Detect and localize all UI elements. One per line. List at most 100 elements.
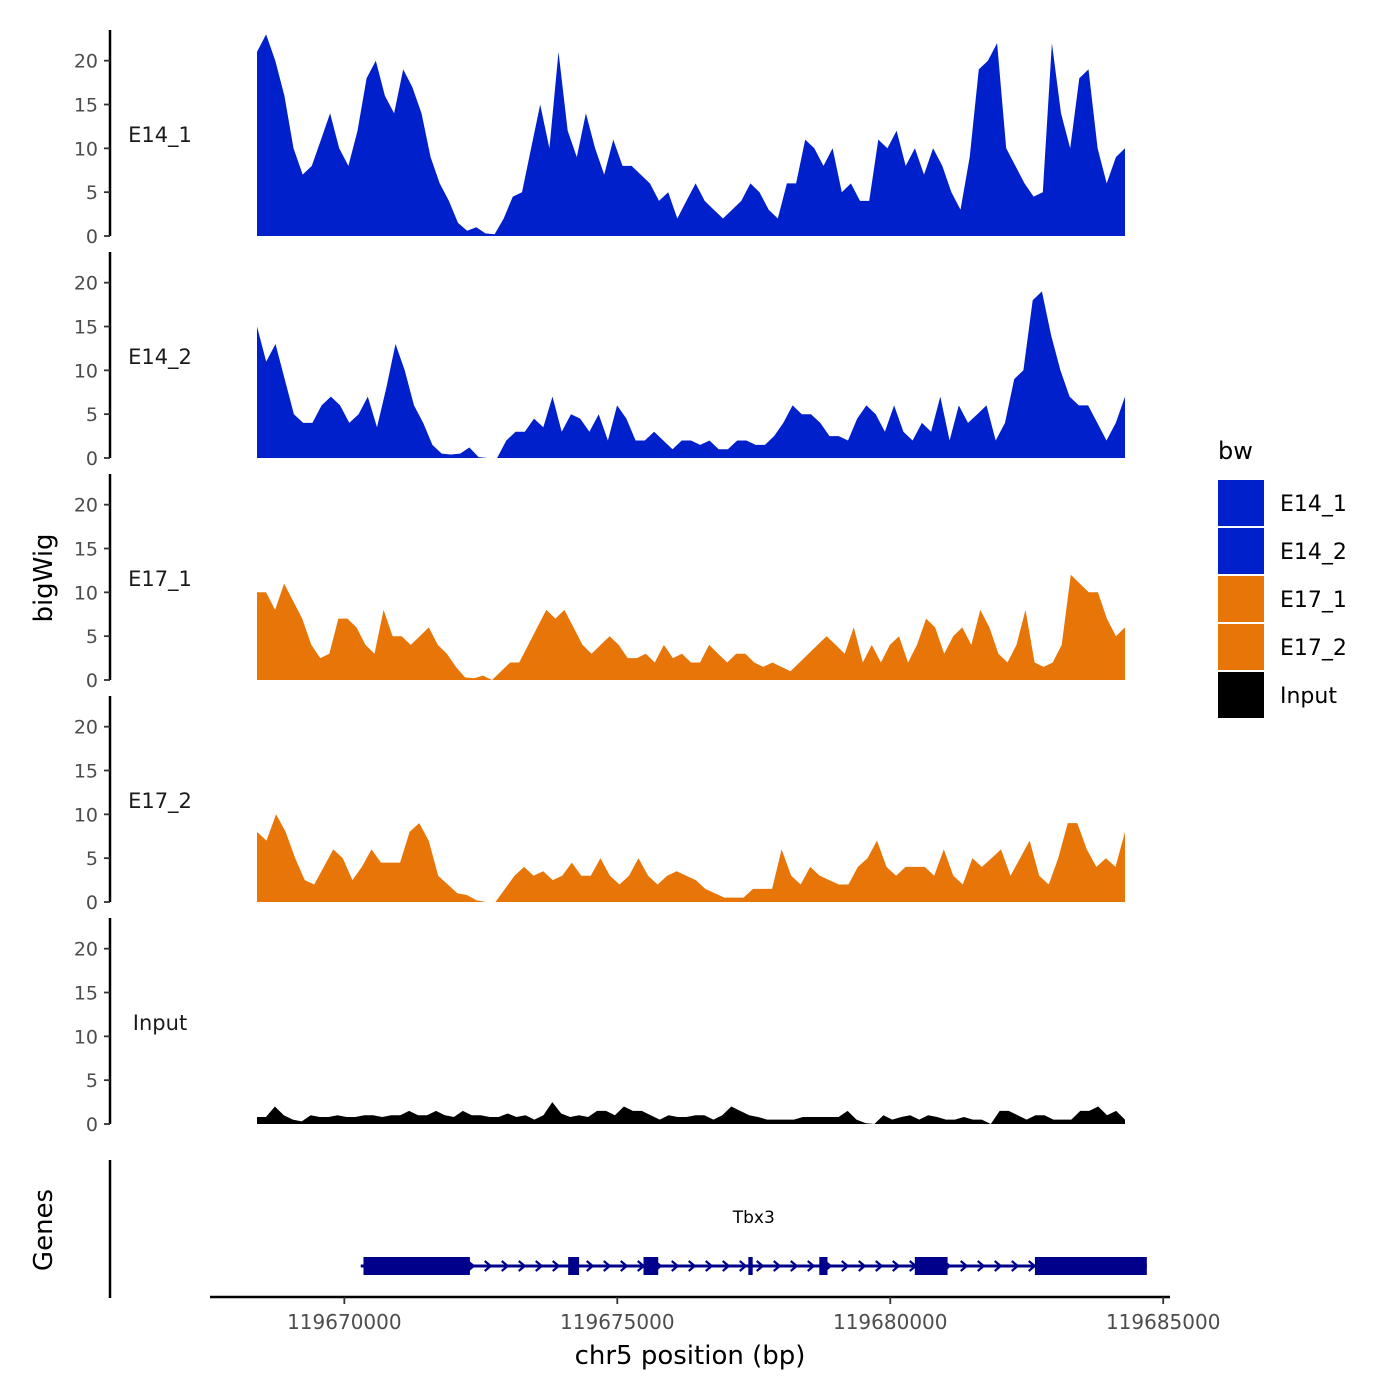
x-tick-label: 119685000 bbox=[1106, 1310, 1221, 1334]
strand-arrow bbox=[688, 1260, 697, 1272]
strand-arrow bbox=[586, 1260, 595, 1272]
strand-arrow bbox=[1028, 1260, 1037, 1272]
strand-arrow bbox=[603, 1260, 612, 1272]
y-tick-label: 20 bbox=[74, 51, 98, 73]
legend-entry-input: Input bbox=[1218, 672, 1337, 718]
track-e14-1: 0 5 10 15 20 E14_1 bbox=[74, 30, 1125, 248]
signal-tracks: 05101520E14_105101520E14_205101520E17_10… bbox=[74, 30, 1125, 1136]
gene-exon bbox=[568, 1257, 580, 1275]
y-tick-label: 20 bbox=[74, 717, 98, 739]
legend-label: E14_1 bbox=[1280, 492, 1347, 517]
track-e14-2: 0 5 10 15 20 E14_2 bbox=[74, 252, 1125, 470]
strand-arrow bbox=[807, 1260, 816, 1272]
track-e17-1: 0 5 10 15 20 E17_1 bbox=[74, 474, 1125, 692]
strand-arrow bbox=[705, 1260, 714, 1272]
y-tick-label: 10 bbox=[74, 1026, 98, 1048]
legend-entry-e14-2: E14_2 bbox=[1218, 528, 1347, 574]
legend-label: Input bbox=[1280, 684, 1337, 709]
strand-arrow bbox=[858, 1260, 867, 1272]
strand-arrow bbox=[535, 1260, 544, 1272]
strand-arrow bbox=[773, 1260, 782, 1272]
y-tick-label: 15 bbox=[74, 539, 98, 561]
x-axis: 119670000 119675000 119680000 119685000 bbox=[210, 1295, 1221, 1334]
y-tick-label: 0 bbox=[86, 226, 98, 248]
signal-area bbox=[257, 814, 1125, 902]
y-tick-label: 15 bbox=[74, 317, 98, 339]
signal-area bbox=[257, 34, 1125, 237]
y-tick-label: 10 bbox=[74, 804, 98, 826]
track-label: Input bbox=[133, 1011, 187, 1035]
y-axis-title: bigWig bbox=[29, 533, 59, 622]
strand-arrow bbox=[892, 1260, 901, 1272]
strand-arrow bbox=[484, 1260, 493, 1272]
legend-title: bw bbox=[1218, 437, 1253, 465]
legend-swatch bbox=[1218, 480, 1264, 526]
legend: bw E14_1 E14_2 E17_1 E17_2 Input bbox=[1218, 437, 1347, 718]
y-tick-label: 5 bbox=[86, 1070, 98, 1092]
gene-exon bbox=[643, 1257, 659, 1275]
legend-swatch bbox=[1218, 624, 1264, 670]
strand-arrow bbox=[739, 1260, 748, 1272]
signal-area bbox=[257, 1102, 1125, 1124]
gene-exon bbox=[914, 1257, 948, 1275]
strand-arrow bbox=[960, 1260, 969, 1272]
strand-arrow bbox=[841, 1260, 850, 1272]
gene-exon bbox=[363, 1257, 470, 1275]
legend-swatch bbox=[1218, 576, 1264, 622]
x-tick-label: 119670000 bbox=[287, 1310, 402, 1334]
y-tick-label: 0 bbox=[86, 892, 98, 914]
gene-track: Tbx3 bbox=[108, 1160, 1147, 1298]
legend-swatch bbox=[1218, 528, 1264, 574]
strand-arrow bbox=[875, 1260, 884, 1272]
track-e17-2: 0 5 10 15 20 E17_2 bbox=[74, 696, 1125, 914]
gene-label: Tbx3 bbox=[732, 1208, 775, 1228]
y-tick-label: 15 bbox=[74, 95, 98, 117]
strand-arrow bbox=[501, 1260, 510, 1272]
strand-arrow bbox=[518, 1260, 527, 1272]
signal-area bbox=[257, 574, 1125, 680]
y-tick-label: 15 bbox=[74, 761, 98, 783]
y-tick-label: 5 bbox=[86, 848, 98, 870]
strand-arrow bbox=[994, 1260, 1003, 1272]
legend-entry-e17-1: E17_1 bbox=[1218, 576, 1347, 622]
x-tick-label: 119680000 bbox=[833, 1310, 948, 1334]
signal-area bbox=[257, 291, 1125, 458]
genes-axis-title: Genes bbox=[29, 1189, 59, 1271]
y-tick-label: 20 bbox=[74, 495, 98, 517]
track-label: E14_1 bbox=[128, 123, 192, 148]
track-input: 0 5 10 15 20 Input bbox=[74, 918, 1125, 1136]
y-tick-label: 10 bbox=[74, 582, 98, 604]
legend-label: E17_2 bbox=[1280, 636, 1347, 661]
strand-arrow bbox=[756, 1260, 765, 1272]
legend-label: E14_2 bbox=[1280, 540, 1347, 565]
x-axis-title: chr5 position (bp) bbox=[575, 1341, 806, 1371]
y-tick-label: 0 bbox=[86, 448, 98, 470]
y-tick-label: 0 bbox=[86, 1114, 98, 1136]
strand-arrow bbox=[977, 1260, 986, 1272]
y-tick-label: 5 bbox=[86, 626, 98, 648]
legend-swatch bbox=[1218, 672, 1264, 718]
legend-label: E17_1 bbox=[1280, 588, 1347, 613]
y-tick-label: 5 bbox=[86, 182, 98, 204]
track-label: E17_1 bbox=[128, 567, 192, 592]
gene-exon bbox=[1034, 1257, 1147, 1275]
y-tick-label: 10 bbox=[74, 360, 98, 382]
gene-exon bbox=[748, 1257, 753, 1275]
legend-entry-e17-2: E17_2 bbox=[1218, 624, 1347, 670]
track-label: E17_2 bbox=[128, 789, 192, 814]
y-tick-label: 10 bbox=[74, 138, 98, 160]
strand-arrow bbox=[790, 1260, 799, 1272]
legend-entry-e14-1: E14_1 bbox=[1218, 480, 1347, 526]
strand-arrow bbox=[722, 1260, 731, 1272]
y-tick-label: 5 bbox=[86, 404, 98, 426]
strand-arrow bbox=[620, 1260, 629, 1272]
y-tick-label: 15 bbox=[74, 983, 98, 1005]
gene-tbx3: Tbx3 bbox=[360, 1208, 1147, 1275]
x-tick-label: 119675000 bbox=[560, 1310, 675, 1334]
y-tick-label: 20 bbox=[74, 939, 98, 961]
strand-arrow bbox=[1011, 1260, 1020, 1272]
strand-arrow bbox=[552, 1260, 561, 1272]
strand-arrow bbox=[671, 1260, 680, 1272]
gene-exon bbox=[819, 1257, 828, 1275]
